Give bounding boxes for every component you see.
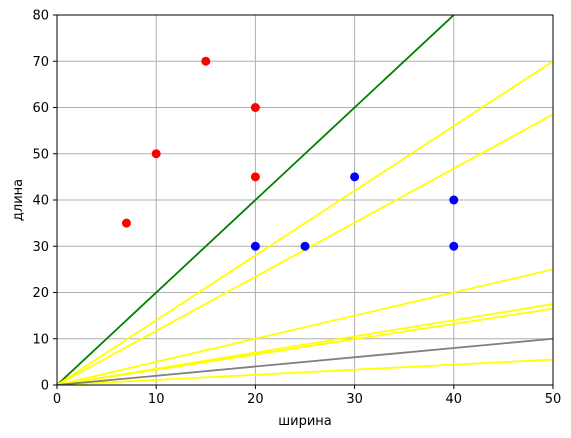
x-tick-label: 30 <box>346 392 363 407</box>
x-tick-label: 20 <box>247 392 264 407</box>
scatter-point <box>300 241 310 251</box>
scatter-point <box>250 172 260 182</box>
line-series <box>57 307 553 385</box>
y-tick-label: 60 <box>32 101 49 116</box>
scatter-point <box>250 241 260 251</box>
line-series <box>57 15 456 385</box>
y-tick-label: 80 <box>32 9 49 24</box>
data-points <box>121 56 459 251</box>
reference-lines <box>57 15 553 385</box>
x-tick-label: 0 <box>53 392 61 407</box>
scatter-point <box>201 56 211 66</box>
line-series <box>57 358 553 385</box>
y-tick-label: 0 <box>41 379 49 394</box>
y-axis-label: длина <box>11 179 26 221</box>
grid <box>56 14 554 386</box>
axis-ticks: 0 10 20 30 40 50 0 10 20 30 40 50 60 70 80 <box>32 9 561 408</box>
scatter-point <box>250 103 260 112</box>
y-tick-label: 20 <box>32 286 49 301</box>
scatter-point <box>121 218 131 228</box>
y-tick-label: 70 <box>32 55 49 70</box>
line-series <box>57 268 553 385</box>
x-tick-label: 40 <box>446 392 463 407</box>
x-tick-label: 50 <box>545 392 562 407</box>
y-tick-label: 10 <box>32 332 49 347</box>
y-tick-label: 50 <box>32 147 49 162</box>
line-series <box>57 337 553 385</box>
y-tick-label: 30 <box>32 240 49 255</box>
scatter-point <box>449 195 459 205</box>
line-series <box>57 60 553 385</box>
x-axis-label: ширина <box>278 414 332 429</box>
x-tick-label: 10 <box>148 392 165 407</box>
scatter-point <box>151 149 161 159</box>
y-tick-label: 40 <box>32 194 49 209</box>
scatter-point <box>350 172 360 182</box>
scatter-point <box>449 241 459 251</box>
